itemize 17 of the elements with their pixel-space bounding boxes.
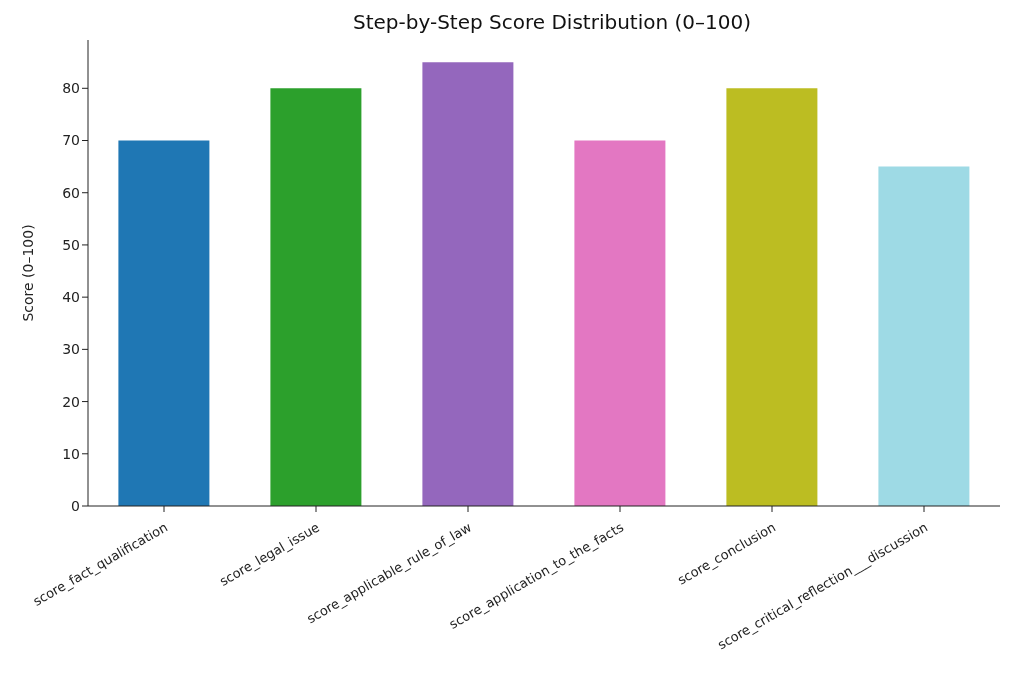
y-tick-label: 10 <box>62 445 80 462</box>
bar <box>574 140 666 506</box>
bar <box>270 88 362 506</box>
y-tick-label: 70 <box>62 132 80 149</box>
y-tick-label: 60 <box>62 184 80 201</box>
y-tick-label: 0 <box>71 497 80 514</box>
y-tick-label: 50 <box>62 236 80 253</box>
y-tick-label: 40 <box>62 289 80 306</box>
bar <box>726 88 818 506</box>
y-tick-label: 20 <box>62 393 80 410</box>
bar <box>118 140 210 506</box>
y-axis-title: Score (0–100) <box>19 224 36 322</box>
bar <box>878 166 970 506</box>
y-tick-label: 30 <box>62 341 80 358</box>
y-tick-label: 80 <box>62 80 80 97</box>
chart-title: Step-by-Step Score Distribution (0–100) <box>352 10 752 34</box>
bar <box>422 62 514 506</box>
